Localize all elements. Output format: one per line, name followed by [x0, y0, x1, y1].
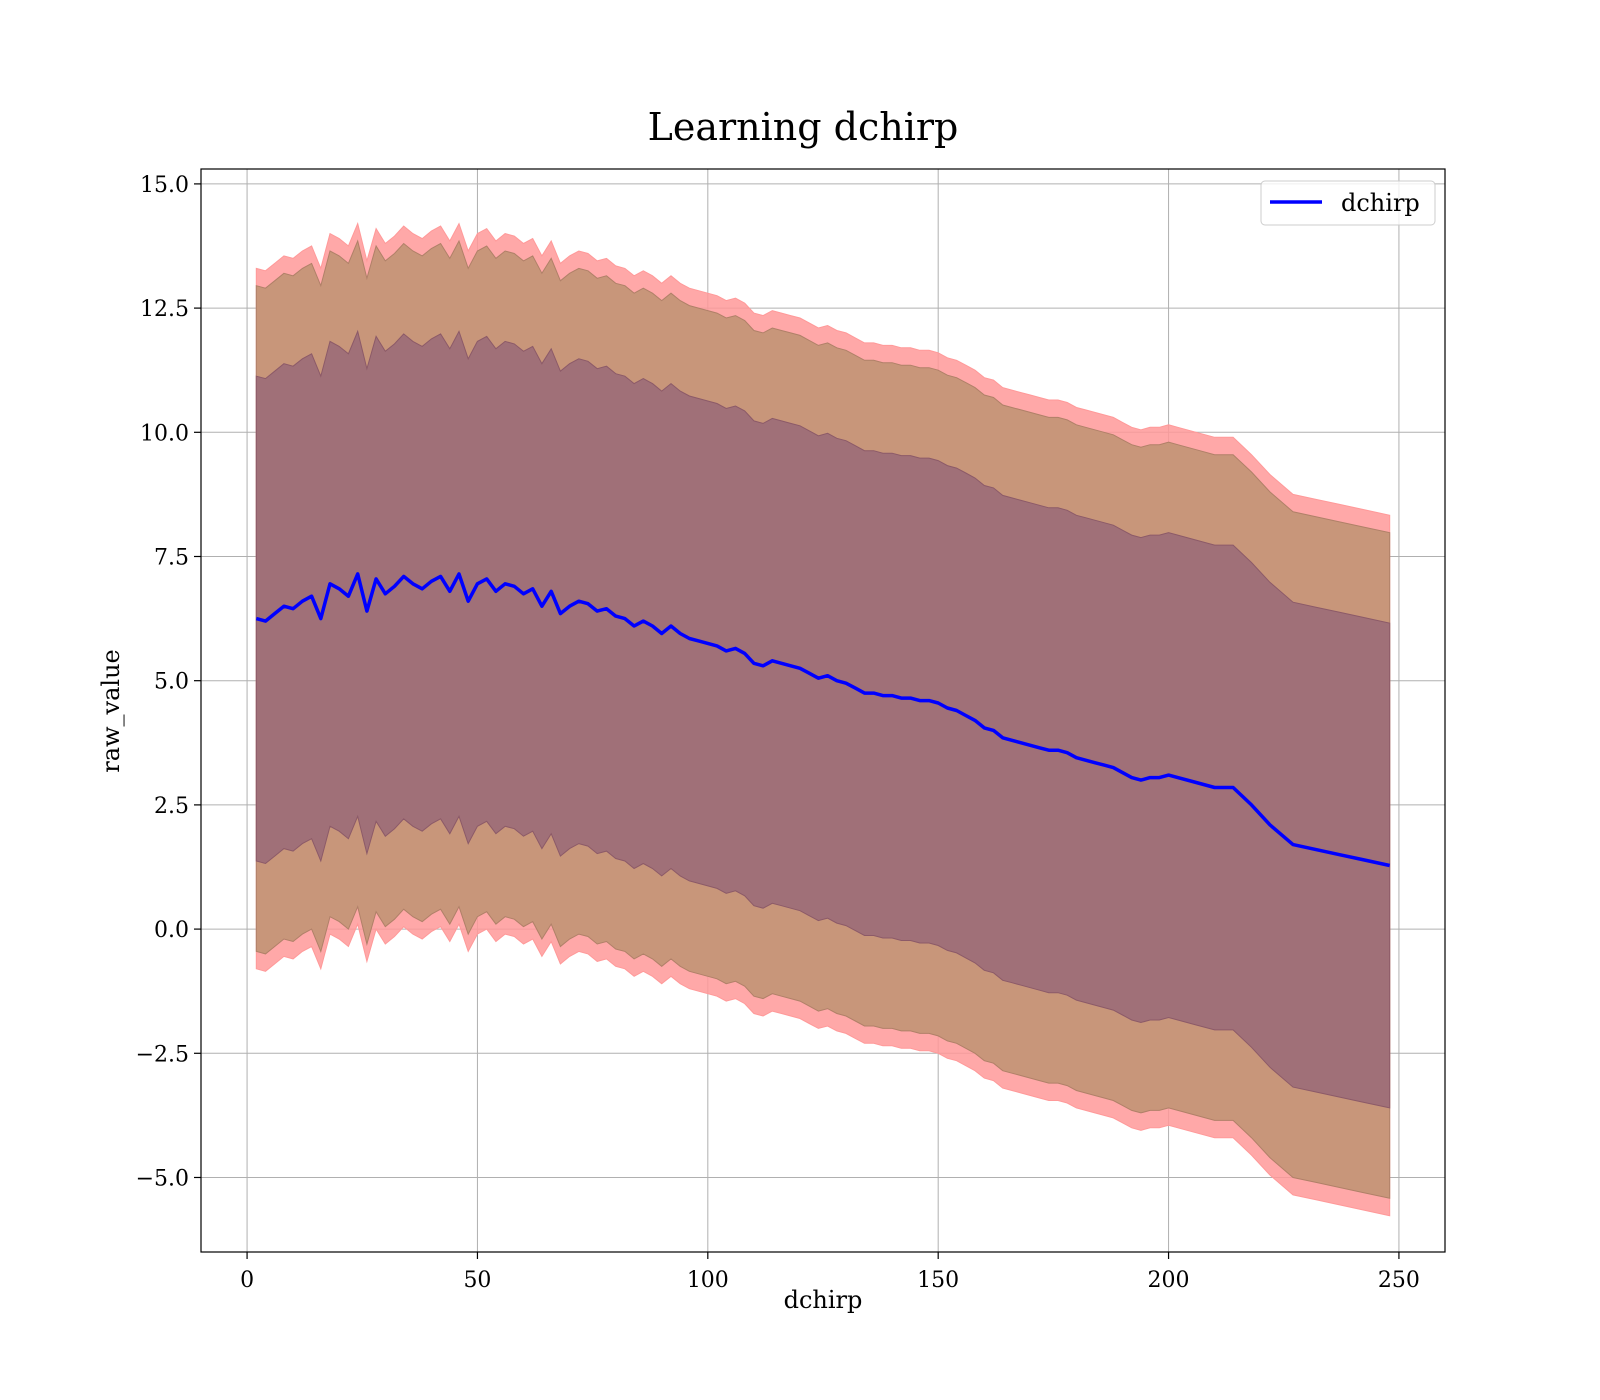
- y-tick-label-6: 10.0: [140, 421, 189, 446]
- y-tick-label-0: −5.0: [136, 1166, 189, 1191]
- y-tick-label-4: 5.0: [154, 670, 189, 695]
- y-axis-label: raw_value: [97, 649, 125, 773]
- y-axis-ticks: −5.0 −2.5 0.0 2.5 5.0 7.5 10.0 12.5 15.0: [136, 173, 201, 1191]
- confidence-bands: [255, 222, 1391, 1217]
- x-axis-label: dchirp: [784, 1286, 863, 1314]
- x-tick-label-0: 0: [240, 1268, 254, 1293]
- x-axis-ticks: 0 50 100 150 200 250: [240, 1252, 1420, 1293]
- x-tick-label-1: 50: [463, 1268, 491, 1293]
- y-tick-label-2: 0.0: [154, 918, 189, 943]
- legend: dchirp: [1260, 180, 1436, 226]
- y-tick-label-1: −2.5: [136, 1042, 189, 1067]
- x-tick-label-3: 150: [917, 1268, 959, 1293]
- series-line-dchirp: [255, 572, 1391, 868]
- y-tick-label-5: 7.5: [154, 545, 189, 570]
- y-tick-label-7: 12.5: [140, 297, 189, 322]
- x-tick-label-2: 100: [687, 1268, 729, 1293]
- plot-frame: [200, 168, 1446, 1253]
- y-tick-label-8: 15.0: [140, 173, 189, 198]
- x-tick-label-4: 200: [1148, 1268, 1190, 1293]
- inner-band: [255, 329, 1391, 1109]
- chart-title: Learning dchirp: [648, 105, 959, 149]
- y-tick-label-3: 2.5: [154, 794, 189, 819]
- legend-entry-dchirp: dchirp: [1341, 189, 1420, 217]
- x-tick-label-5: 250: [1378, 1268, 1420, 1293]
- series-lines: [255, 572, 1391, 868]
- legend-box: [1260, 180, 1436, 226]
